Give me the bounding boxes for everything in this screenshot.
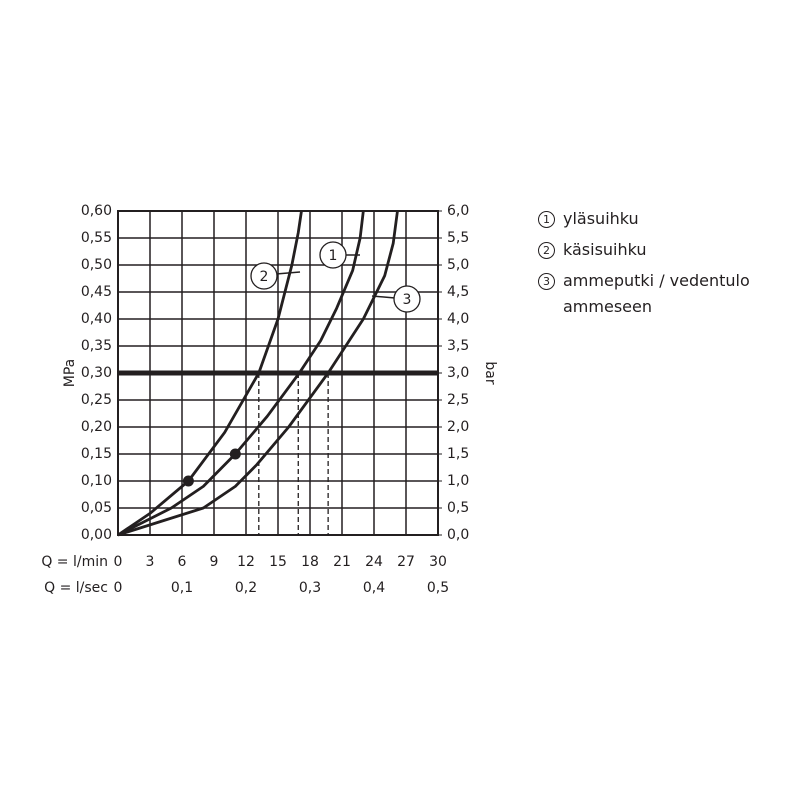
y-tick-label: 0,20: [81, 419, 112, 435]
legend-entry: 3 ammeputki / vedentulo ammeseen: [538, 268, 778, 320]
y-axis-label: MPa: [62, 359, 78, 387]
x2-tick-label: 0,3: [299, 580, 321, 596]
curve-label-circle: [393, 285, 421, 313]
x2-axis-label: Q = l/sec: [44, 580, 108, 596]
curve-label-circle: [319, 241, 347, 269]
y-tick-label: 0,35: [81, 338, 112, 354]
y-tick-label: 0,55: [81, 230, 112, 246]
curve-label: 3: [403, 292, 412, 308]
curve-label: 2: [260, 269, 269, 285]
curve-labels: 1 2 3: [250, 241, 421, 313]
y2-tick-label: 5,0: [447, 257, 469, 273]
x-tick-label: 24: [365, 554, 383, 570]
legend-label: ammeputki / vedentulo ammeseen: [563, 271, 750, 316]
legend-marker: 1: [538, 211, 555, 228]
y2-tick-label: 1,0: [447, 473, 469, 489]
curve: [117, 210, 303, 537]
legend-label: yläsuihku: [563, 209, 639, 228]
x-tick-label: 15: [269, 554, 287, 570]
y2-tick-label: 1,5: [447, 446, 469, 462]
y2-tick-label: 0,5: [447, 500, 469, 516]
legend-entry: 1 yläsuihku: [538, 206, 778, 232]
y2-tick-label: 3,0: [447, 365, 469, 381]
curve: [117, 210, 399, 537]
y2-tick-label: 4,5: [447, 284, 469, 300]
y-tick-label: 0,15: [81, 446, 112, 462]
y-tick-label: 0,60: [81, 203, 112, 219]
x2-tick-label: 0,1: [171, 580, 193, 596]
curve-label-circle: [250, 262, 278, 290]
y-tick-label: 0,45: [81, 284, 112, 300]
curve-dot: [229, 448, 241, 460]
x-tick-label: 30: [429, 554, 447, 570]
legend-label: käsisuihku: [563, 240, 647, 259]
x2-tick-label: 0: [114, 580, 123, 596]
leader-line: [275, 271, 301, 275]
x-axis-label: Q = l/min: [41, 554, 108, 570]
curve: [117, 210, 365, 537]
curve-label: 1: [329, 248, 338, 264]
y-tick-label: 0,50: [81, 257, 112, 273]
y-tick-label: 0,25: [81, 392, 112, 408]
y2-tick-label: 3,5: [447, 338, 469, 354]
legend-marker: 3: [538, 273, 555, 290]
x-tick-label: 27: [397, 554, 415, 570]
y2-axis-label: bar: [482, 361, 498, 384]
x-tick-label: 21: [333, 554, 351, 570]
y2-tick-label: 6,0: [447, 203, 469, 219]
legend-entry: 2 käsisuihku: [538, 237, 778, 263]
x-tick-label: 9: [210, 554, 219, 570]
y2-tick-label: 2,0: [447, 419, 469, 435]
y-tick-label: 0,05: [81, 500, 112, 516]
y2-tick-label: 5,5: [447, 230, 469, 246]
y-tick-label: 0,30: [81, 365, 112, 381]
y-tick-label: 0,40: [81, 311, 112, 327]
x-tick-label: 18: [301, 554, 319, 570]
x-tick-label: 3: [146, 554, 155, 570]
x2-tick-label: 0,2: [235, 580, 257, 596]
y2-tick-label: 0,0: [447, 527, 469, 543]
y2-tick-label: 4,0: [447, 311, 469, 327]
legend: 1 yläsuihku 2 käsisuihku 3 ammeputki / vedent…: [538, 206, 778, 325]
y2-tick-label: 2,5: [447, 392, 469, 408]
x2-tick-label: 0,4: [363, 580, 385, 596]
curve-dot: [182, 475, 194, 487]
y-tick-label: 0,10: [81, 473, 112, 489]
leader-line: [371, 295, 396, 299]
x-tick-label: 0: [114, 554, 123, 570]
legend-marker: 2: [538, 242, 555, 259]
y-tick-label: 0,00: [81, 527, 112, 543]
x2-tick-label: 0,5: [427, 580, 449, 596]
x-tick-label: 6: [178, 554, 187, 570]
x-tick-label: 12: [237, 554, 255, 570]
